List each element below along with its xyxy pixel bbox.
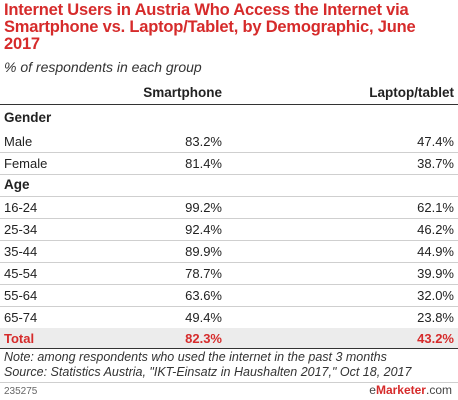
row-label: 35-44 <box>4 244 38 259</box>
laptop-tablet-value: 46.2% <box>417 222 454 237</box>
chart-title: Internet Users in Austria Who Access the… <box>4 1 416 53</box>
row-divider <box>0 284 458 285</box>
table-row: 35-44 89.9% 44.9% <box>0 240 458 263</box>
laptop-tablet-value: 23.8% <box>417 310 454 325</box>
footer-rule <box>0 382 458 383</box>
row-divider <box>0 262 458 263</box>
brand-suffix: .com <box>425 383 452 397</box>
laptop-tablet-value: 62.1% <box>417 200 454 215</box>
laptop-tablet-value: 47.4% <box>417 134 454 149</box>
row-divider <box>0 174 458 175</box>
table-row: 65-74 49.4% 23.8% <box>0 306 458 329</box>
row-label: 45-54 <box>4 266 38 281</box>
row-label: 25-34 <box>4 222 38 237</box>
table-row: 45-54 78.7% 39.9% <box>0 262 458 285</box>
header-rule <box>0 104 458 105</box>
row-divider <box>0 240 458 241</box>
laptop-tablet-value: 39.9% <box>417 266 454 281</box>
section-label-age: Age <box>4 177 30 192</box>
row-divider <box>0 196 458 197</box>
source-line: Source: Statistics Austria, "IKT-Einsatz… <box>4 365 412 379</box>
smartphone-value: 49.4% <box>185 310 222 325</box>
smartphone-value: 92.4% <box>185 222 222 237</box>
table-row: Male 83.2% 47.4% <box>0 130 458 153</box>
table-row: 55-64 63.6% 32.0% <box>0 284 458 307</box>
source-note: Note: among respondents who used the int… <box>4 350 411 380</box>
brand-prefix: e <box>369 383 376 397</box>
row-label: 55-64 <box>4 288 38 303</box>
table-row: 16-24 99.2% 62.1% <box>0 196 458 219</box>
smartphone-value: 89.9% <box>185 244 222 259</box>
total-smartphone-value: 82.3% <box>185 331 222 346</box>
row-divider <box>0 218 458 219</box>
column-header-smartphone: Smartphone <box>143 85 222 100</box>
laptop-tablet-value: 32.0% <box>417 288 454 303</box>
laptop-tablet-value: 44.9% <box>417 244 454 259</box>
table-row: Female 81.4% 38.7% <box>0 152 458 175</box>
brand-name: Marketer <box>375 383 426 397</box>
total-laptop-tablet-value: 43.2% <box>417 331 454 346</box>
laptop-tablet-value: 38.7% <box>417 156 454 171</box>
row-label: Female <box>4 156 48 171</box>
note-line: Note: among respondents who used the int… <box>4 350 387 364</box>
table-bottom-rule <box>0 348 458 349</box>
total-row: Total 82.3% 43.2% <box>0 328 458 348</box>
brand-logo: eMarketer.com <box>369 383 452 397</box>
smartphone-value: 78.7% <box>185 266 222 281</box>
row-label: 16-24 <box>4 200 38 215</box>
smartphone-value: 83.2% <box>185 134 222 149</box>
section-label-gender: Gender <box>4 110 52 125</box>
table-row: 25-34 92.4% 46.2% <box>0 218 458 241</box>
chart-id: 235275 <box>4 386 38 397</box>
row-divider <box>0 306 458 307</box>
row-label: Male <box>4 134 33 149</box>
smartphone-value: 63.6% <box>185 288 222 303</box>
row-divider <box>0 152 458 153</box>
row-label: 65-74 <box>4 310 38 325</box>
chart-subtitle: % of respondents in each group <box>4 59 202 75</box>
smartphone-value: 99.2% <box>185 200 222 215</box>
smartphone-value: 81.4% <box>185 156 222 171</box>
column-header-laptop-tablet: Laptop/tablet <box>369 85 454 100</box>
total-label: Total <box>4 331 35 346</box>
